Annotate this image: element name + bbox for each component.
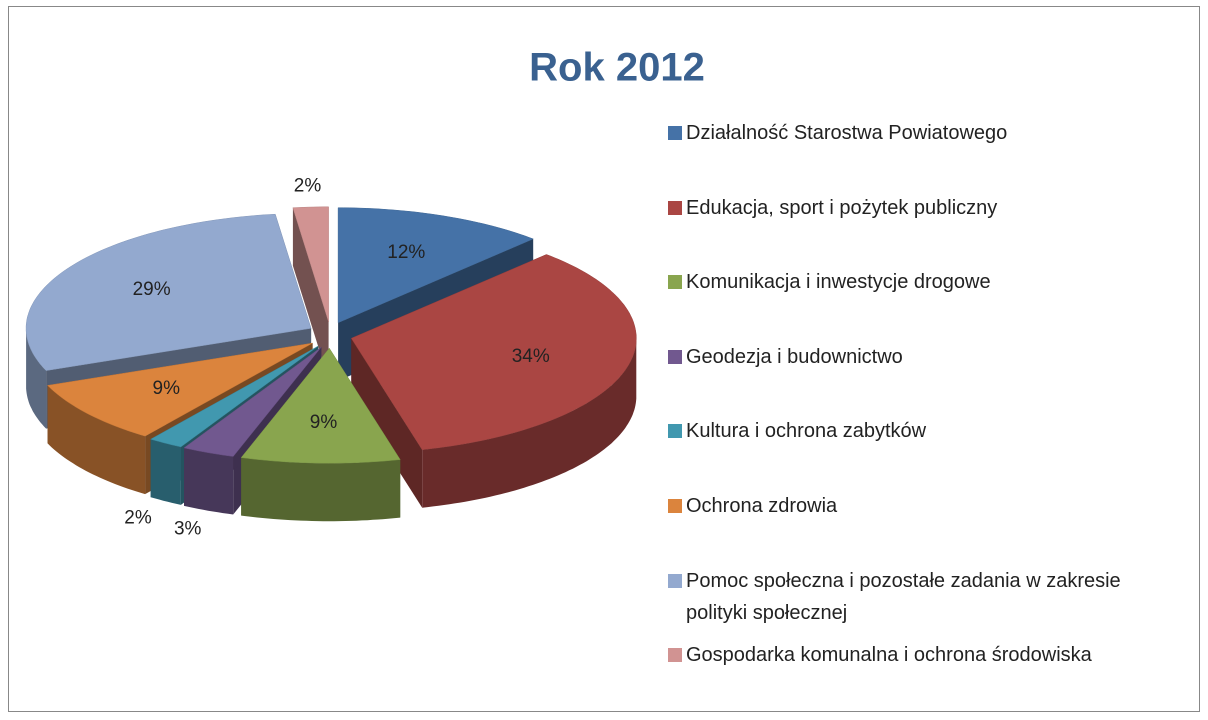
legend-item: Komunikacja i inwestycje drogowe <box>668 266 1178 298</box>
legend-swatch <box>668 573 682 588</box>
legend-swatch <box>668 349 682 364</box>
legend-label: Działalność Starostwa Powiatowego <box>686 122 1008 144</box>
slice <box>150 345 319 448</box>
legend-swatch <box>668 200 682 215</box>
slice-side <box>150 439 181 505</box>
slice-wall <box>351 338 423 508</box>
data-label: 3% <box>174 519 202 540</box>
slice <box>292 206 329 322</box>
slice <box>25 213 312 371</box>
data-label: 29% <box>133 279 171 300</box>
slice-wall <box>292 207 329 380</box>
legend-item: Kultura i ochrona zabytków <box>668 415 1178 447</box>
legend-item: Pomoc społeczna i pozostałe zadania w za… <box>668 565 1178 629</box>
legend-label: Gospodarka komunalna i ochrona środowisk… <box>686 644 1092 667</box>
legend-label: Ochrona zdrowia <box>686 495 838 517</box>
slice-side <box>47 385 146 495</box>
slice-side <box>26 328 47 429</box>
legend-swatch <box>668 424 682 439</box>
legend-item: Działalność Starostwa Powiatowego <box>668 117 1178 149</box>
chart-title: Rok 2012 <box>529 46 705 90</box>
slice <box>240 347 401 464</box>
slice <box>183 346 322 457</box>
data-label: 2% <box>294 175 322 196</box>
legend-swatch <box>668 275 682 290</box>
data-label: 34% <box>512 346 550 367</box>
data-label: 9% <box>310 412 338 433</box>
data-label: 9% <box>153 378 181 399</box>
legend-item: Gospodarka komunalna i ochrona środowisk… <box>668 639 1178 671</box>
data-label: 2% <box>124 508 152 529</box>
legend-label: Pomoc społeczna i pozostałe zadania w za… <box>686 569 1121 624</box>
legend-label: Geodezja i budownictwo <box>686 345 903 368</box>
legend-item: Ochrona zdrowia <box>668 490 1178 522</box>
legend-item: Geodezja i budownictwo <box>668 341 1178 373</box>
legend-item: Edukacja, sport i pożytek publiczny <box>668 192 1178 224</box>
slice <box>350 254 637 450</box>
legend-swatch <box>668 499 682 513</box>
slice-side <box>184 447 234 515</box>
legend-label: Komunikacja i inwestycje drogowe <box>686 271 991 294</box>
slice-side <box>241 457 401 522</box>
legend-label: Kultura i ochrona zabytków <box>686 420 927 443</box>
slice <box>337 207 534 324</box>
slice <box>47 342 313 437</box>
legend-swatch <box>668 126 682 140</box>
slice-side <box>422 338 637 508</box>
data-label: 12% <box>387 242 425 263</box>
legend-swatch <box>668 648 682 663</box>
legend-label: Edukacja, sport i pożytek publiczny <box>686 196 998 219</box>
